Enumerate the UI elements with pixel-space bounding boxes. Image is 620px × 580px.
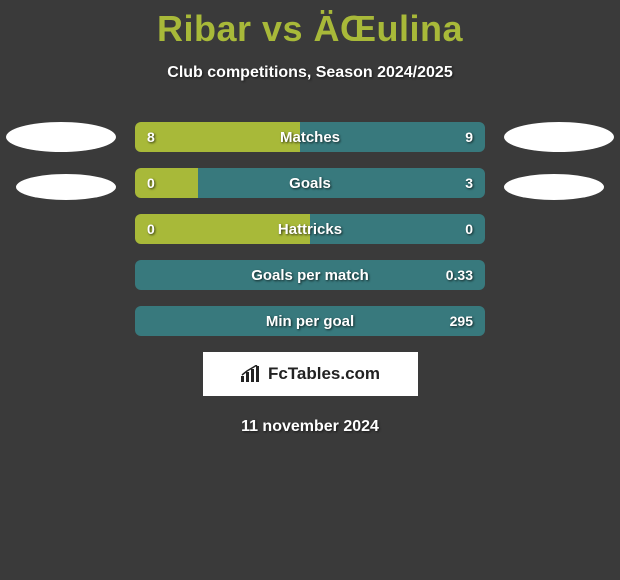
stat-row: Min per goal295 [135, 306, 485, 336]
stat-row: Goals03 [135, 168, 485, 198]
date-label: 11 november 2024 [0, 418, 620, 436]
stat-segment-right [135, 260, 485, 290]
stat-segment-left [135, 122, 300, 152]
page-title: Ribar vs ÄŒulina [0, 0, 620, 50]
stat-row: Matches89 [135, 122, 485, 152]
stat-row: Goals per match0.33 [135, 260, 485, 290]
stat-segment-right [300, 122, 486, 152]
bar-chart-icon [240, 365, 262, 383]
stat-bar: Goals03 [135, 168, 485, 198]
logo-box: FcTables.com [203, 352, 418, 396]
stat-bar: Matches89 [135, 122, 485, 152]
stat-segment-right [310, 214, 485, 244]
stat-bar: Min per goal295 [135, 306, 485, 336]
team-badge-left-2 [16, 174, 116, 200]
stat-segment-right [198, 168, 485, 198]
stat-bar: Hattricks00 [135, 214, 485, 244]
logo-text: FcTables.com [268, 364, 380, 384]
stat-segment-right [135, 306, 485, 336]
team-badge-right-1 [504, 122, 614, 152]
stat-segment-left [135, 168, 198, 198]
subtitle: Club competitions, Season 2024/2025 [0, 64, 620, 82]
team-badge-right-2 [504, 174, 604, 200]
comparison-chart: Matches89 Goals03 Hattricks00 Goals per mat… [0, 122, 620, 336]
stat-bar: Goals per match0.33 [135, 260, 485, 290]
bars-container: Matches89 Goals03 Hattricks00 Goals per mat… [0, 122, 620, 336]
stat-row: Hattricks00 [135, 214, 485, 244]
stat-segment-left [135, 214, 310, 244]
team-badge-left-1 [6, 122, 116, 152]
